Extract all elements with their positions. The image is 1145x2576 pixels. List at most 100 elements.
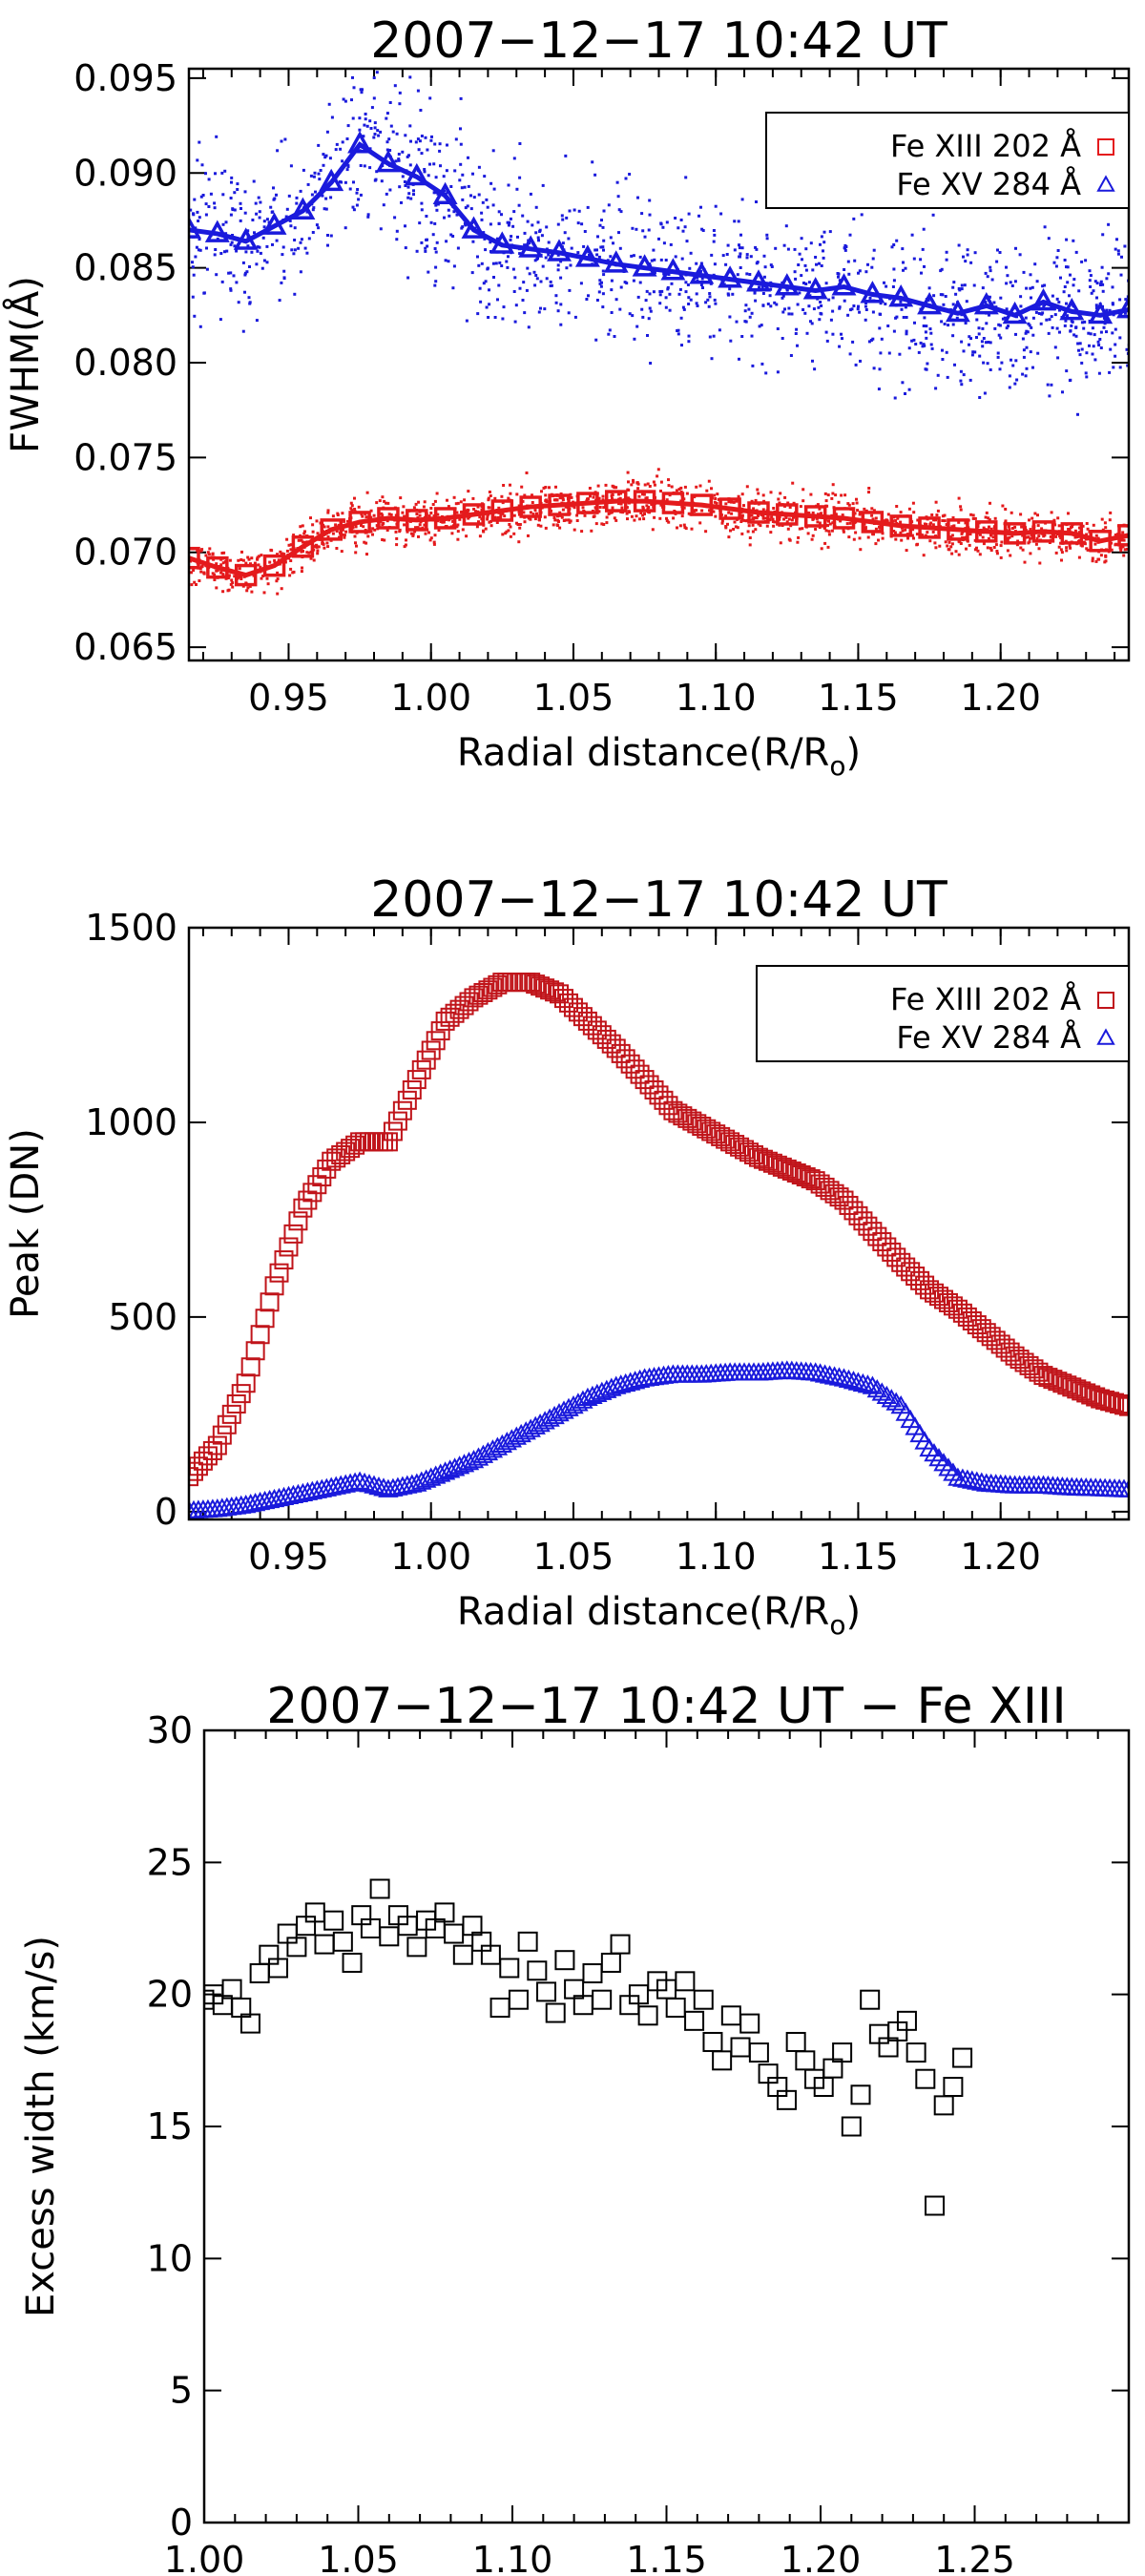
raw-point bbox=[269, 205, 273, 209]
series-line bbox=[189, 498, 1129, 578]
peak-panel: 2007−12−17 10:42 UT0.95 1.00 1.05 1.10 1.15 1… bbox=[4, 871, 1131, 1641]
raw-point bbox=[667, 520, 671, 524]
raw-point bbox=[864, 304, 867, 308]
data-point bbox=[809, 1363, 831, 1382]
data-point bbox=[525, 1415, 546, 1435]
raw-point bbox=[941, 348, 944, 352]
raw-point bbox=[302, 168, 305, 172]
raw-point bbox=[846, 502, 850, 506]
raw-point bbox=[404, 246, 407, 250]
raw-point bbox=[626, 517, 629, 521]
raw-point bbox=[1105, 330, 1108, 334]
raw-point bbox=[395, 229, 399, 233]
raw-point bbox=[315, 223, 319, 227]
raw-point bbox=[432, 540, 436, 544]
raw-point bbox=[1073, 529, 1077, 533]
raw-point bbox=[500, 494, 504, 498]
series-fe-xv-284 bbox=[189, 131, 1129, 325]
raw-point bbox=[1010, 358, 1012, 362]
legend-label: Fe XIII 202 Å bbox=[890, 981, 1081, 1017]
raw-point bbox=[989, 527, 993, 531]
raw-point bbox=[648, 306, 652, 310]
raw-point bbox=[475, 525, 479, 529]
raw-point bbox=[351, 116, 355, 120]
legend-box bbox=[756, 965, 1130, 1062]
raw-point bbox=[360, 524, 363, 527]
raw-point bbox=[1109, 347, 1113, 351]
raw-point bbox=[204, 554, 208, 557]
raw-point bbox=[949, 545, 953, 549]
raw-point bbox=[554, 498, 558, 502]
raw-point bbox=[994, 543, 998, 547]
raw-point bbox=[552, 516, 556, 519]
raw-point bbox=[783, 495, 787, 499]
raw-point bbox=[652, 248, 656, 252]
raw-point bbox=[544, 526, 548, 530]
raw-point bbox=[649, 362, 653, 365]
raw-point bbox=[1065, 238, 1069, 241]
raw-point bbox=[1053, 523, 1057, 527]
raw-point bbox=[248, 302, 252, 305]
raw-point bbox=[548, 486, 551, 490]
raw-point bbox=[1111, 331, 1114, 335]
raw-point bbox=[739, 255, 741, 259]
raw-point bbox=[762, 254, 766, 258]
raw-point bbox=[761, 514, 765, 517]
raw-point bbox=[1077, 555, 1081, 559]
raw-point bbox=[729, 529, 732, 533]
raw-point bbox=[239, 207, 242, 210]
raw-point bbox=[999, 555, 1003, 559]
raw-point bbox=[824, 499, 828, 503]
raw-point bbox=[201, 194, 205, 197]
data-point bbox=[568, 1393, 589, 1412]
raw-point bbox=[344, 99, 347, 103]
raw-point bbox=[978, 354, 982, 358]
raw-point bbox=[601, 245, 605, 249]
x-tick-label: 0.95 bbox=[248, 1536, 329, 1578]
raw-point bbox=[1035, 280, 1039, 283]
data-point bbox=[421, 1467, 442, 1486]
raw-point bbox=[602, 248, 605, 252]
raw-point bbox=[611, 497, 614, 500]
raw-point bbox=[355, 203, 359, 207]
raw-point bbox=[597, 255, 601, 259]
raw-point bbox=[556, 253, 560, 257]
raw-point bbox=[417, 148, 421, 152]
raw-point bbox=[1069, 378, 1072, 382]
raw-point bbox=[422, 505, 426, 509]
raw-point bbox=[1048, 394, 1051, 398]
raw-point bbox=[1085, 547, 1089, 551]
raw-point bbox=[1103, 521, 1107, 525]
raw-point bbox=[648, 292, 652, 296]
raw-point bbox=[920, 271, 923, 275]
raw-point bbox=[471, 172, 474, 176]
raw-point bbox=[809, 241, 813, 245]
raw-point bbox=[588, 487, 592, 490]
data-point bbox=[718, 265, 743, 288]
raw-point bbox=[750, 334, 754, 338]
raw-point bbox=[653, 258, 656, 262]
raw-point bbox=[924, 330, 927, 334]
raw-point bbox=[847, 503, 851, 507]
raw-point bbox=[968, 533, 972, 536]
raw-point bbox=[336, 512, 340, 515]
raw-point bbox=[385, 192, 388, 196]
raw-point bbox=[769, 531, 773, 534]
raw-point bbox=[773, 520, 777, 524]
y-axis-label: Excess width (km/s) bbox=[19, 1936, 63, 2317]
raw-point bbox=[871, 337, 875, 341]
raw-point bbox=[627, 480, 630, 484]
raw-point bbox=[243, 273, 247, 277]
raw-point bbox=[733, 520, 737, 524]
raw-point bbox=[820, 304, 823, 307]
raw-point bbox=[326, 243, 329, 247]
raw-point bbox=[978, 533, 982, 536]
raw-point bbox=[316, 532, 320, 535]
raw-point bbox=[280, 281, 283, 284]
raw-point bbox=[429, 536, 433, 540]
raw-point bbox=[1077, 348, 1080, 352]
raw-point bbox=[1047, 237, 1051, 241]
raw-point bbox=[437, 529, 441, 533]
raw-point bbox=[202, 291, 206, 295]
